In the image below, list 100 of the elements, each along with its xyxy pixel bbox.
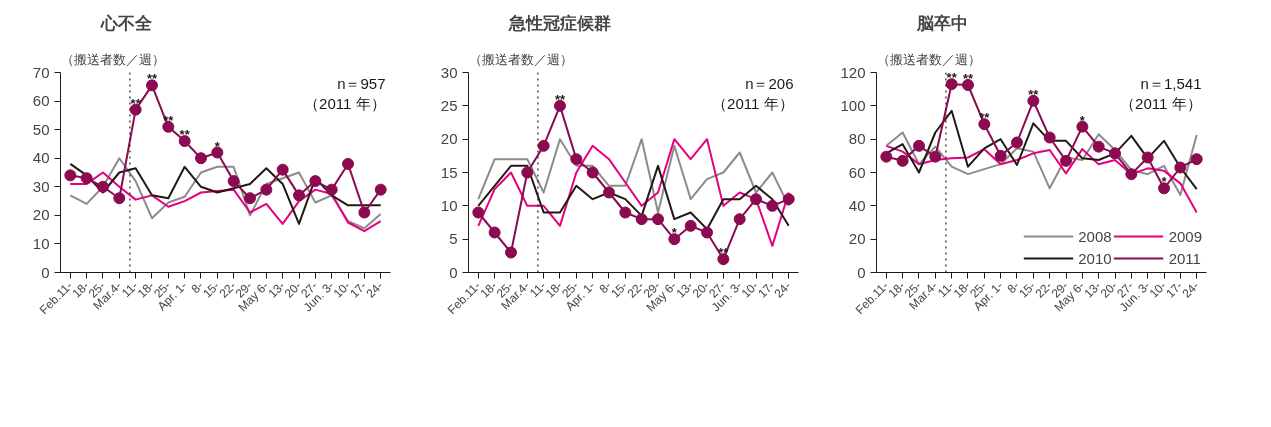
point bbox=[961, 79, 974, 91]
point bbox=[1109, 147, 1122, 160]
annotation: （2011 年） bbox=[1120, 94, 1202, 112]
y-tick-label: 40 bbox=[848, 196, 866, 214]
line-series bbox=[885, 131, 1198, 196]
point bbox=[994, 149, 1007, 162]
point bbox=[374, 183, 387, 196]
chart-title: 心不全 bbox=[99, 13, 153, 33]
y-tick-label: 60 bbox=[32, 92, 50, 110]
y-tick-label: 60 bbox=[848, 163, 866, 181]
point bbox=[1092, 140, 1105, 153]
point bbox=[227, 175, 240, 188]
y-tick-label: 30 bbox=[32, 177, 50, 195]
y-tick-label: 0 bbox=[857, 263, 866, 281]
y-axis-title: （搬送者数／週） bbox=[468, 51, 573, 67]
y-axis-title: （搬送者数／週） bbox=[876, 51, 981, 67]
annotation: n＝206 bbox=[745, 74, 794, 92]
legend-label: 2011 bbox=[1168, 249, 1201, 267]
annotation: n＝1,541 bbox=[1140, 74, 1202, 92]
y-tick-label: 25 bbox=[440, 96, 458, 114]
point bbox=[619, 206, 632, 219]
y-tick-label: 120 bbox=[840, 63, 866, 81]
point bbox=[537, 139, 550, 152]
point bbox=[178, 135, 191, 148]
annotation: ** bbox=[179, 127, 191, 143]
y-tick-label: 100 bbox=[840, 96, 866, 114]
y-tick-label: 5 bbox=[449, 230, 458, 248]
point bbox=[145, 79, 158, 92]
chart-title: 脳卒中 bbox=[915, 13, 968, 33]
point bbox=[570, 153, 583, 166]
point bbox=[488, 226, 501, 239]
legend-label: 2009 bbox=[1168, 227, 1202, 245]
point bbox=[195, 152, 207, 165]
point bbox=[358, 206, 371, 219]
point bbox=[342, 157, 355, 170]
point bbox=[260, 183, 273, 196]
point bbox=[244, 192, 256, 205]
chart-title: 急性冠症候群 bbox=[507, 13, 611, 33]
point bbox=[472, 206, 485, 219]
point bbox=[586, 166, 599, 179]
y-tick-label: 10 bbox=[440, 196, 458, 214]
point bbox=[1011, 136, 1023, 149]
annotation: * bbox=[671, 225, 678, 241]
point bbox=[113, 192, 126, 205]
y-tick-label: 0 bbox=[449, 263, 458, 281]
annotation: （2011 年） bbox=[712, 94, 794, 112]
y-tick-label: 10 bbox=[32, 234, 50, 252]
point bbox=[211, 146, 224, 159]
y-tick-label: 40 bbox=[32, 149, 50, 167]
point bbox=[129, 103, 142, 116]
point bbox=[64, 169, 77, 182]
annotation: ** bbox=[554, 91, 566, 107]
point bbox=[553, 99, 566, 112]
point bbox=[325, 183, 338, 196]
point bbox=[684, 219, 697, 232]
point bbox=[1125, 168, 1138, 181]
annotation: ** bbox=[946, 70, 958, 86]
y-axis-title: （搬送者数／週） bbox=[60, 51, 165, 67]
point bbox=[652, 213, 664, 226]
y-tick-label: 20 bbox=[440, 130, 458, 148]
point bbox=[701, 226, 714, 239]
point bbox=[880, 150, 893, 163]
y-tick-label: 20 bbox=[848, 230, 866, 248]
point bbox=[945, 78, 958, 91]
y-tick-label: 15 bbox=[440, 163, 458, 181]
annotation: ** bbox=[1028, 86, 1040, 102]
point bbox=[276, 163, 289, 176]
point bbox=[668, 233, 681, 246]
annotation: （2011 年） bbox=[304, 94, 386, 112]
point bbox=[293, 189, 306, 202]
point bbox=[750, 193, 763, 206]
legend-label: 2008 bbox=[1078, 227, 1112, 245]
point bbox=[1190, 153, 1203, 166]
point bbox=[1174, 161, 1187, 174]
annotation: ** bbox=[962, 71, 974, 86]
annotation: * bbox=[1079, 112, 1086, 128]
legend-label: 2010 bbox=[1078, 249, 1112, 267]
point bbox=[912, 139, 925, 152]
annotation: n＝957 bbox=[337, 74, 386, 92]
point bbox=[504, 246, 517, 259]
point bbox=[1043, 131, 1056, 144]
point bbox=[80, 172, 93, 185]
point bbox=[96, 180, 109, 193]
point bbox=[309, 175, 322, 188]
point bbox=[896, 154, 909, 167]
point bbox=[782, 193, 795, 206]
annotation: ** bbox=[146, 71, 158, 87]
annotation: * bbox=[214, 138, 221, 154]
y-tick-label: 80 bbox=[848, 130, 866, 148]
annotation: ** bbox=[130, 95, 142, 111]
point bbox=[733, 213, 746, 226]
point bbox=[1141, 151, 1154, 164]
point bbox=[521, 166, 534, 179]
y-tick-label: 70 bbox=[32, 63, 50, 81]
point bbox=[1060, 154, 1072, 167]
point bbox=[635, 213, 648, 226]
point bbox=[1076, 120, 1089, 133]
annotation: * bbox=[1161, 174, 1168, 190]
point bbox=[766, 199, 779, 212]
point bbox=[603, 186, 615, 199]
